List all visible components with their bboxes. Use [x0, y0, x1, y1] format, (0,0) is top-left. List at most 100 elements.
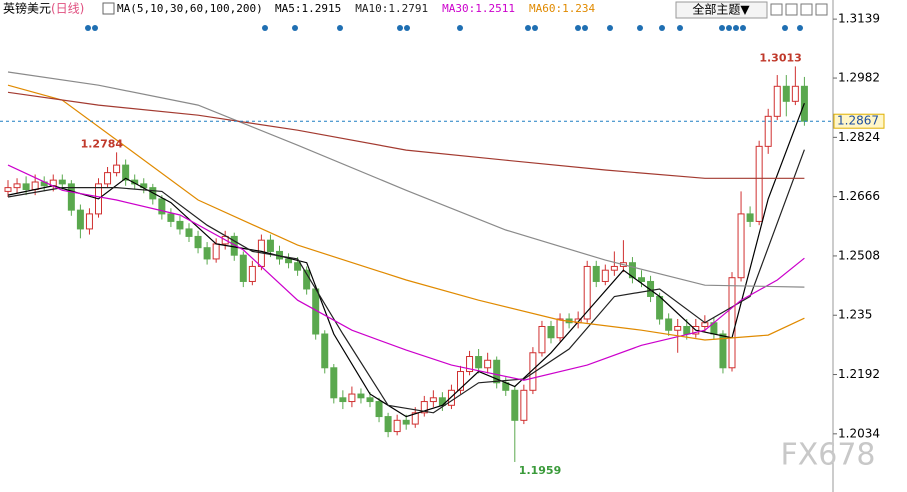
candle-body: [239, 254, 247, 282]
event-markers: [85, 25, 803, 31]
candle-body: [583, 265, 591, 320]
event-dot[interactable]: [337, 25, 343, 31]
candle-body: [330, 367, 338, 399]
event-dot[interactable]: [659, 25, 665, 31]
candle-body: [782, 85, 790, 102]
ma-line: [7, 149, 805, 414]
indicator: MA(5,10,30,60,100,200): [117, 2, 263, 15]
event-dot[interactable]: [525, 25, 531, 31]
candle-body: [384, 416, 392, 433]
event-dot[interactable]: [397, 25, 403, 31]
ma-line: [7, 71, 805, 288]
candle-body: [547, 325, 555, 339]
event-dot[interactable]: [782, 25, 788, 31]
y-tick-label: 1.2982: [838, 71, 880, 85]
toolbar-icons: [770, 3, 828, 16]
candle-body: [719, 333, 727, 369]
candle-body: [674, 325, 682, 331]
event-dot[interactable]: [85, 25, 91, 31]
candle-body: [321, 333, 329, 369]
event-dot[interactable]: [92, 25, 98, 31]
y-tick-label: 1.3139: [838, 12, 880, 26]
candle-body: [438, 397, 446, 406]
event-dot[interactable]: [404, 25, 410, 31]
event-dot[interactable]: [726, 25, 732, 31]
y-tick-label: 1.2034: [838, 426, 880, 440]
candle-body: [185, 228, 193, 237]
candle-body: [4, 187, 12, 192]
event-dot[interactable]: [740, 25, 746, 31]
event-dot[interactable]: [677, 25, 683, 31]
extreme-label: 1.2784: [81, 137, 124, 150]
candle-body: [366, 397, 374, 403]
event-dot[interactable]: [797, 25, 803, 31]
candle-body: [13, 183, 21, 189]
icon[interactable]: [815, 3, 828, 16]
candle-body: [266, 239, 274, 252]
legend-entry: MA30:1.2511: [442, 2, 515, 15]
legend-entry: MA5:1.2915: [275, 2, 341, 15]
candle-body: [728, 277, 736, 369]
candle-body: [466, 356, 474, 373]
candle-body: [158, 198, 166, 215]
candle-body: [447, 389, 455, 406]
candle-body: [203, 247, 211, 260]
candle-body: [511, 389, 519, 421]
candle-body: [348, 393, 356, 403]
event-dot[interactable]: [733, 25, 739, 31]
legend-entry: MA60:1.234: [529, 2, 596, 15]
candle-body: [393, 419, 401, 433]
candle-body: [791, 85, 799, 102]
candle-body: [411, 412, 419, 425]
candle-body: [339, 397, 347, 403]
icon[interactable]: [770, 3, 783, 16]
candle-body: [457, 371, 464, 391]
y-tick-label: 1.2666: [838, 189, 880, 203]
candle-body: [22, 183, 30, 191]
event-dot[interactable]: [532, 25, 538, 31]
event-dot[interactable]: [607, 25, 613, 31]
candle-body: [167, 213, 175, 222]
candle-body: [493, 359, 501, 384]
y-tick-label: 1.235: [838, 308, 872, 322]
candle-body: [601, 269, 609, 282]
candle-body: [285, 258, 293, 264]
period: (日线): [51, 2, 84, 16]
event-dot[interactable]: [719, 25, 725, 31]
candle-body: [746, 213, 754, 222]
candle-body: [429, 397, 437, 403]
theme-button[interactable]: [675, 1, 768, 19]
icon[interactable]: [785, 3, 798, 16]
candle-body: [638, 277, 645, 282]
candle-body: [475, 356, 483, 369]
candle-body: [76, 209, 84, 230]
extreme-label: 1.1959: [519, 464, 561, 477]
theme-button-label[interactable]: 全部主题▼: [692, 2, 750, 17]
event-dot[interactable]: [457, 25, 463, 31]
legend-entry: MA10:1.2791: [355, 2, 428, 15]
event-dot[interactable]: [262, 25, 268, 31]
ma-line: [7, 91, 805, 179]
ma-line: [7, 84, 805, 341]
indicator-icon[interactable]: [102, 2, 115, 15]
y-tick-label: 1.2192: [838, 367, 880, 381]
candle-body: [402, 419, 410, 425]
event-dot[interactable]: [582, 25, 588, 31]
ma-line: [7, 164, 805, 381]
candle-body: [647, 280, 655, 297]
event-dot[interactable]: [292, 25, 298, 31]
candle-body: [113, 164, 121, 174]
event-dot[interactable]: [575, 25, 581, 31]
icon[interactable]: [800, 3, 813, 16]
candle-body: [58, 179, 66, 185]
candle-body: [773, 85, 781, 117]
candle-body: [764, 115, 772, 147]
event-dot[interactable]: [637, 25, 643, 31]
candle-body: [212, 243, 220, 260]
y-tick-label: 1.2508: [838, 248, 880, 262]
candle-body: [67, 183, 75, 211]
candle-body: [737, 213, 745, 279]
candle-body: [176, 220, 184, 230]
